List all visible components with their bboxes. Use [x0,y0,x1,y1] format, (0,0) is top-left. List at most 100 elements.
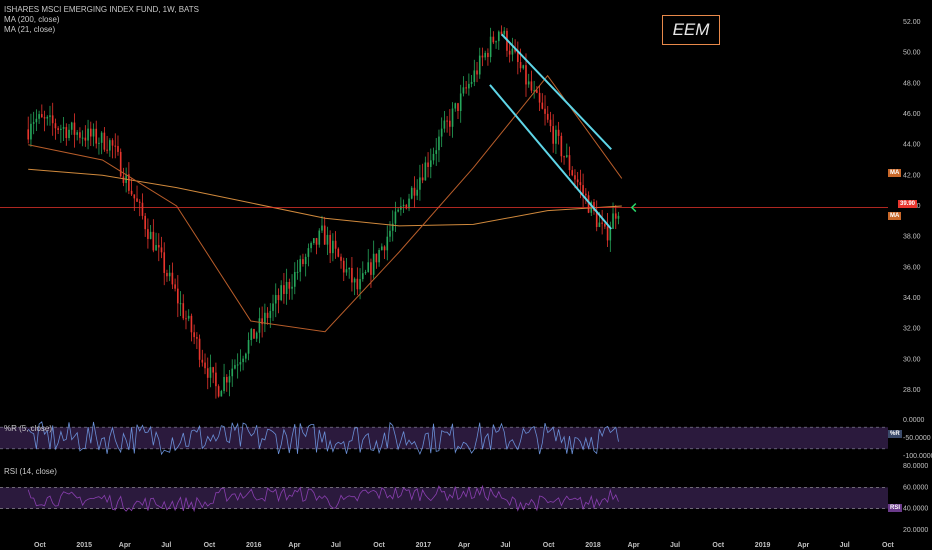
wr-tick-label: 0.0000 [903,417,925,424]
x-tick-label: Oct [373,542,385,549]
candle-body [62,127,65,129]
candle-body [451,108,454,127]
x-tick-label: Apr [628,542,640,549]
candle-body [157,245,160,248]
candle-body [258,318,261,333]
candle-body [247,339,250,354]
candle-body [65,127,68,139]
candle-body [492,36,495,43]
candle-body [253,328,255,339]
wr-tick-label: -50.0000 [903,435,931,442]
candle-body [332,240,334,254]
candle-body [538,92,541,103]
y-axis: 52.0050.0048.0046.0044.0042.0040.0038.00… [903,19,932,534]
candle-body [215,372,217,387]
candle-body [242,358,244,363]
candle-body [500,31,503,35]
candle-body [100,132,103,143]
candle-body [166,272,168,277]
candle-body [321,225,323,231]
candle-body [517,51,519,63]
candle-body [187,315,190,319]
candle-body [617,215,620,219]
x-tick-label: 2018 [585,542,601,549]
candle-body [136,198,138,202]
x-tick-label: Oct [712,542,724,549]
candle-body [204,362,206,369]
price-panel[interactable] [0,25,888,399]
candle-body [51,115,54,124]
candle-body [307,248,310,257]
candle-body [144,215,146,230]
candle-body [340,256,342,261]
candle-body [459,93,462,111]
x-tick-label: Oct [882,542,894,549]
candle-body [484,52,487,58]
candle-body [261,318,263,325]
candle-body [511,48,514,55]
wr-line [27,421,619,456]
candle-body [49,115,51,117]
x-tick-label: Jul [670,542,680,549]
candle-body [288,281,291,289]
ma-axis-tag: MA [888,212,902,220]
candle-body [326,234,329,245]
candle-body [43,117,46,119]
candle-body [533,90,535,92]
candle-body [359,279,361,290]
y-tick-label: 34.00 [903,295,921,302]
candle-body [217,386,220,397]
last-price-marker [630,203,637,213]
candle-body [109,140,111,151]
x-tick-label: Apr [288,542,300,549]
candle-body [413,187,416,196]
candle-body [435,150,438,154]
candle-body [201,359,204,363]
candle-body [155,245,157,251]
x-tick-label: Jul [840,542,850,549]
candle-body [76,132,78,135]
candle-body [609,228,612,241]
candle-body [443,120,446,129]
candle-body [544,108,546,114]
candle-body [250,328,253,340]
williams-r-panel[interactable] [0,421,888,456]
candle-body [304,256,307,265]
candle-body [410,187,413,199]
candle-body [299,259,302,272]
candle-body [389,230,391,237]
y-tick-label: 42.00 [903,172,921,179]
candle-body [462,87,465,94]
candle-body [87,128,89,141]
candle-body [185,318,187,320]
candle-body [541,102,544,109]
candle-body [383,246,386,251]
candle-body [196,337,198,339]
candle-body [487,52,489,58]
candle-body [220,391,223,397]
candle-body [519,62,522,69]
candle-body [522,65,525,69]
candle-body [302,259,304,265]
candle-body [236,364,239,366]
y-tick-label: 28.00 [903,387,921,394]
x-tick-label: 2017 [416,542,432,549]
legend-ma21: MA (21, close) [4,25,56,34]
chart-title: ISHARES MSCI EMERGING INDEX FUND, 1W, BA… [4,5,199,14]
y-tick-label: 44.00 [903,142,921,149]
candle-body [114,145,117,147]
candle-body [130,190,133,195]
candle-body [212,367,215,373]
candle-body [293,272,296,287]
candle-body [41,114,43,118]
candle-body [291,286,293,289]
rsi-panel[interactable] [0,484,888,513]
candle-body [30,123,32,140]
candle-body [111,140,114,146]
candle-body [198,338,201,360]
y-tick-label: 46.00 [903,111,921,118]
channel-upper-line [500,33,612,150]
candle-body [95,128,98,144]
candle-body [503,30,506,35]
